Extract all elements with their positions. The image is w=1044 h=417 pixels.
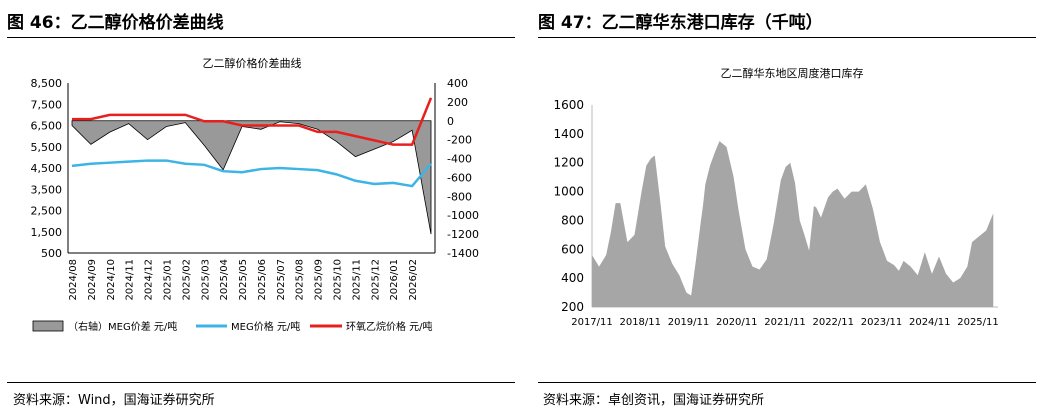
y-axis-tick-label: 400 bbox=[561, 271, 584, 285]
x-tick-label: 2025/09 bbox=[314, 259, 325, 301]
figure-47-title-rule bbox=[538, 37, 1036, 38]
right-axis-tick-label: -1200 bbox=[447, 228, 479, 241]
legend-label-eo: 环氧乙烷价格 元/吨 bbox=[346, 320, 433, 333]
right-axis-tick-label: -1400 bbox=[447, 247, 479, 260]
figure-47-source-rule bbox=[538, 382, 1036, 383]
x-tick-label: 2024/11 bbox=[909, 317, 951, 328]
figure-46-title: 图 46：乙二醇价格价差曲线 bbox=[7, 13, 224, 33]
y-axis-tick-label: 1200 bbox=[553, 156, 584, 170]
y-axis-tick-label: 1400 bbox=[553, 127, 584, 141]
chart-47-port-inventory: 乙二醇华东地区周度港口库存 1600 1400 1200 1000 800 600 400 20… bbox=[553, 66, 999, 328]
figure-46-source-rule bbox=[7, 382, 515, 383]
left-axis-tick-label: 2,500 bbox=[31, 205, 63, 218]
right-axis-tick-label: 200 bbox=[447, 96, 468, 109]
x-tick-label: 2018/11 bbox=[619, 317, 661, 328]
x-tick-label: 2025/11 bbox=[351, 259, 362, 301]
figure-46-source: 资料来源：Wind，国海证券研究所 bbox=[13, 393, 215, 408]
x-tick-label: 2024/08 bbox=[68, 259, 79, 301]
right-axis-tick-label: -400 bbox=[447, 153, 472, 166]
x-tick-label: 2025/12 bbox=[370, 259, 381, 301]
chart-46-title: 乙二醇价格价差曲线 bbox=[203, 56, 302, 70]
x-tick-label: 2024/09 bbox=[87, 259, 98, 301]
x-tick-label: 2024/12 bbox=[144, 259, 155, 301]
meg-spread-area bbox=[71, 120, 432, 235]
x-tick-label: 2021/11 bbox=[764, 317, 806, 328]
x-tick-label: 2026/02 bbox=[408, 259, 419, 301]
figure-47-source: 资料来源：卓创资讯，国海证券研究所 bbox=[543, 393, 765, 408]
x-tick-label: 2025/02 bbox=[181, 259, 192, 301]
x-tick-label: 2024/10 bbox=[106, 259, 117, 301]
x-tick-label: 2025/08 bbox=[295, 259, 306, 301]
x-tick-label: 2017/11 bbox=[571, 317, 613, 328]
chart-47-title: 乙二醇华东地区周度港口库存 bbox=[721, 66, 864, 80]
legend-label-meg: MEG价格 元/吨 bbox=[231, 320, 300, 333]
left-axis-tick-label: 5,500 bbox=[31, 141, 63, 154]
x-tick-label: 2024/11 bbox=[125, 259, 136, 301]
right-axis-tick-label: -1000 bbox=[447, 209, 479, 222]
right-axis-tick-label: -800 bbox=[447, 190, 472, 203]
chart-46-meg-spread: 乙二醇价格价差曲线 8,500 7,500 6,500 5,500 4,500 3,500 2… bbox=[31, 56, 479, 333]
x-tick-label: 2025/03 bbox=[200, 259, 211, 301]
y-axis-tick-label: 800 bbox=[561, 213, 584, 227]
x-tick-label: 2022/11 bbox=[812, 317, 854, 328]
left-axis-tick-label: 7,500 bbox=[31, 98, 63, 111]
left-axis-tick-label: 8,500 bbox=[31, 77, 63, 90]
x-tick-label: 2025/04 bbox=[219, 259, 230, 301]
x-tick-label: 2020/11 bbox=[716, 317, 758, 328]
left-axis-tick-label: 4,500 bbox=[31, 162, 63, 175]
right-axis-tick-label: -200 bbox=[447, 134, 472, 147]
x-tick-label: 2025/05 bbox=[238, 259, 249, 301]
x-tick-label: 2019/11 bbox=[668, 317, 710, 328]
right-axis-tick-label: -600 bbox=[447, 171, 472, 184]
y-axis-tick-label: 600 bbox=[561, 242, 584, 256]
right-axis-tick-label: 0 bbox=[447, 115, 454, 128]
legend-swatch-spread bbox=[32, 320, 64, 332]
inventory-area bbox=[592, 141, 994, 307]
x-tick-label: 2025/10 bbox=[333, 259, 344, 301]
y-axis-tick-label: 1000 bbox=[553, 185, 584, 199]
x-tick-label: 2025/11 bbox=[957, 317, 999, 328]
y-axis-tick-label: 1600 bbox=[553, 98, 584, 112]
left-axis-tick-label: 6,500 bbox=[31, 120, 63, 133]
left-axis-tick-label: 500 bbox=[41, 247, 62, 260]
eo-price-line bbox=[72, 97, 433, 146]
left-axis-tick-label: 3,500 bbox=[31, 183, 63, 196]
y-axis-tick-label: 200 bbox=[561, 300, 584, 314]
x-tick-label: 2023/11 bbox=[861, 317, 903, 328]
x-tick-label: 2025/06 bbox=[257, 259, 268, 301]
figure-47-title: 图 47：乙二醇华东港口库存（千吨） bbox=[538, 13, 823, 33]
x-tick-label: 2026/01 bbox=[389, 259, 400, 301]
legend-label-spread: （右轴）MEG价差 元/吨 bbox=[68, 320, 177, 333]
left-axis-tick-label: 1,500 bbox=[31, 226, 63, 239]
right-axis-tick-label: 400 bbox=[447, 77, 468, 90]
x-tick-label: 2025/01 bbox=[162, 259, 173, 301]
figure-46-title-rule bbox=[7, 37, 515, 38]
meg-price-line bbox=[71, 159, 432, 188]
x-tick-label: 2025/07 bbox=[276, 259, 287, 301]
